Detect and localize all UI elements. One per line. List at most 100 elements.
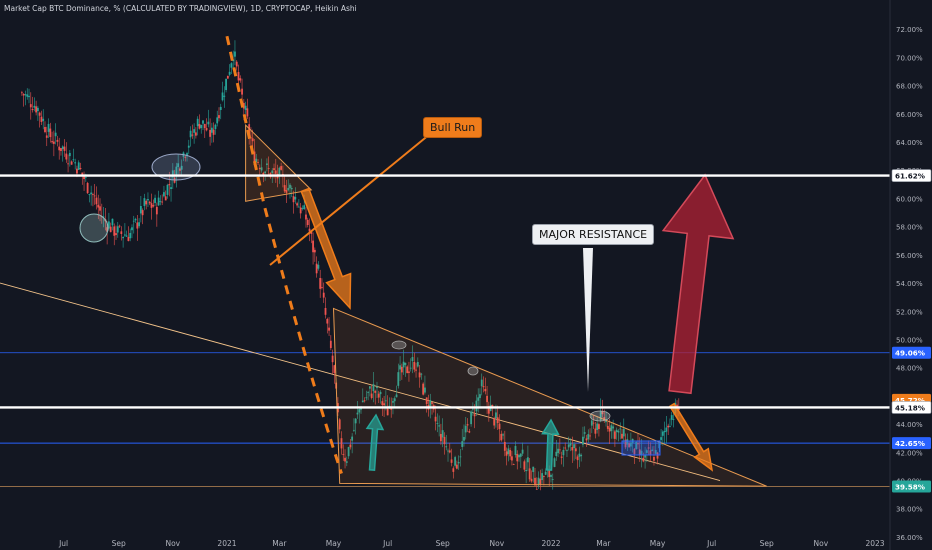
- candle-body: [353, 429, 355, 431]
- candle-body: [63, 146, 66, 151]
- candle-body: [84, 177, 87, 178]
- candle-body: [404, 362, 407, 365]
- candle-body: [136, 222, 139, 229]
- candle-body: [372, 384, 375, 392]
- candle-body: [542, 476, 545, 478]
- candle-body: [436, 423, 439, 425]
- candle-body: [384, 400, 387, 402]
- candle-body: [255, 158, 258, 163]
- candle-body: [127, 237, 130, 242]
- candle-body: [606, 425, 609, 429]
- candle-body: [260, 167, 263, 171]
- candle-body: [626, 439, 629, 445]
- candle-body: [622, 428, 625, 437]
- candle-body: [532, 466, 535, 473]
- candle-body: [266, 163, 268, 165]
- price-tick-label: 70.00%: [896, 54, 923, 62]
- candle-body: [585, 438, 588, 441]
- bull-run-callout[interactable]: Bull Run: [423, 117, 483, 138]
- candle-body: [503, 441, 506, 451]
- candle-body: [92, 194, 94, 195]
- candle-body: [498, 423, 501, 430]
- candle-body: [267, 168, 270, 169]
- candle-body: [134, 218, 137, 221]
- candle-body: [466, 424, 469, 426]
- candle-body: [418, 372, 421, 378]
- candle-body: [228, 71, 231, 75]
- candle-body: [349, 444, 352, 448]
- candle-body: [502, 434, 504, 436]
- time-tick-label: Sep: [112, 539, 126, 548]
- candle-body: [342, 454, 345, 455]
- candle-body: [475, 400, 478, 412]
- candle-body: [535, 488, 538, 490]
- candle-body: [102, 216, 105, 218]
- candle-body: [578, 453, 581, 457]
- price-tick-label: 52.00%: [896, 308, 923, 316]
- candle-body: [576, 456, 579, 461]
- candle-body: [434, 416, 437, 422]
- time-tick-label: Jul: [706, 539, 716, 548]
- candle-body: [180, 165, 183, 170]
- candle-body: [571, 447, 574, 451]
- price-tick-label: 68.00%: [896, 83, 923, 91]
- candle-body: [596, 423, 599, 430]
- price-axis[interactable]: 36.00%38.00%40.00%42.00%44.00%46.00%48.0…: [889, 0, 932, 550]
- candle-body: [212, 129, 215, 135]
- time-tick-label: Mar: [596, 539, 611, 548]
- candle-body: [141, 210, 144, 216]
- candle-body: [47, 123, 50, 132]
- candle-body: [67, 163, 69, 165]
- candle-body: [177, 163, 180, 167]
- candle-body: [486, 395, 488, 403]
- candle-body: [246, 108, 249, 117]
- candle-body: [440, 433, 442, 442]
- candle-body: [530, 478, 533, 482]
- candle-body: [590, 420, 593, 426]
- time-axis[interactable]: Jul Sep Nov 2021 Mar May Jul Sep Nov 2022 Mar May Ju…: [58, 539, 885, 548]
- major-resistance-callout[interactable]: MAJOR RESISTANCE: [532, 224, 655, 245]
- candle-body: [68, 152, 71, 157]
- candle-body: [285, 190, 288, 193]
- candle-body: [191, 134, 194, 136]
- candle-body: [379, 391, 382, 395]
- candle-body: [594, 428, 597, 434]
- candle-body: [351, 436, 354, 441]
- candle-body: [484, 388, 487, 392]
- candle-body: [150, 203, 153, 208]
- small-orange-down-arrow: [668, 402, 714, 472]
- candle-body: [677, 408, 680, 410]
- candle-body: [374, 390, 377, 393]
- candle-body: [500, 433, 503, 441]
- candle-body: [324, 307, 327, 315]
- candle-body: [429, 400, 432, 408]
- candle-body: [200, 124, 203, 128]
- candle-body: [645, 450, 648, 453]
- candle-body: [214, 124, 217, 130]
- candle-body: [139, 205, 142, 214]
- candle-body: [49, 128, 52, 138]
- candle-body: [450, 459, 453, 463]
- candle-body: [603, 417, 606, 421]
- candle-body: [289, 184, 291, 189]
- candle-body: [482, 386, 485, 388]
- small-triangle-pattern: [245, 123, 313, 202]
- candle-body: [310, 231, 313, 234]
- candle-body: [45, 135, 48, 138]
- price-label-text: 49.06%: [895, 349, 925, 358]
- candle-body: [36, 107, 39, 112]
- candle-body: [109, 226, 112, 233]
- candle-body: [202, 120, 204, 124]
- candle-body: [333, 365, 336, 374]
- candle-body: [196, 118, 199, 127]
- candle-body: [123, 234, 126, 236]
- candle-body: [271, 170, 274, 173]
- candle-body: [381, 401, 384, 406]
- candle-body: [386, 407, 389, 416]
- candle-body: [397, 372, 400, 386]
- candle-body: [354, 418, 357, 424]
- candle-body: [306, 219, 309, 226]
- candle-body: [574, 448, 577, 452]
- candle-body: [370, 393, 373, 399]
